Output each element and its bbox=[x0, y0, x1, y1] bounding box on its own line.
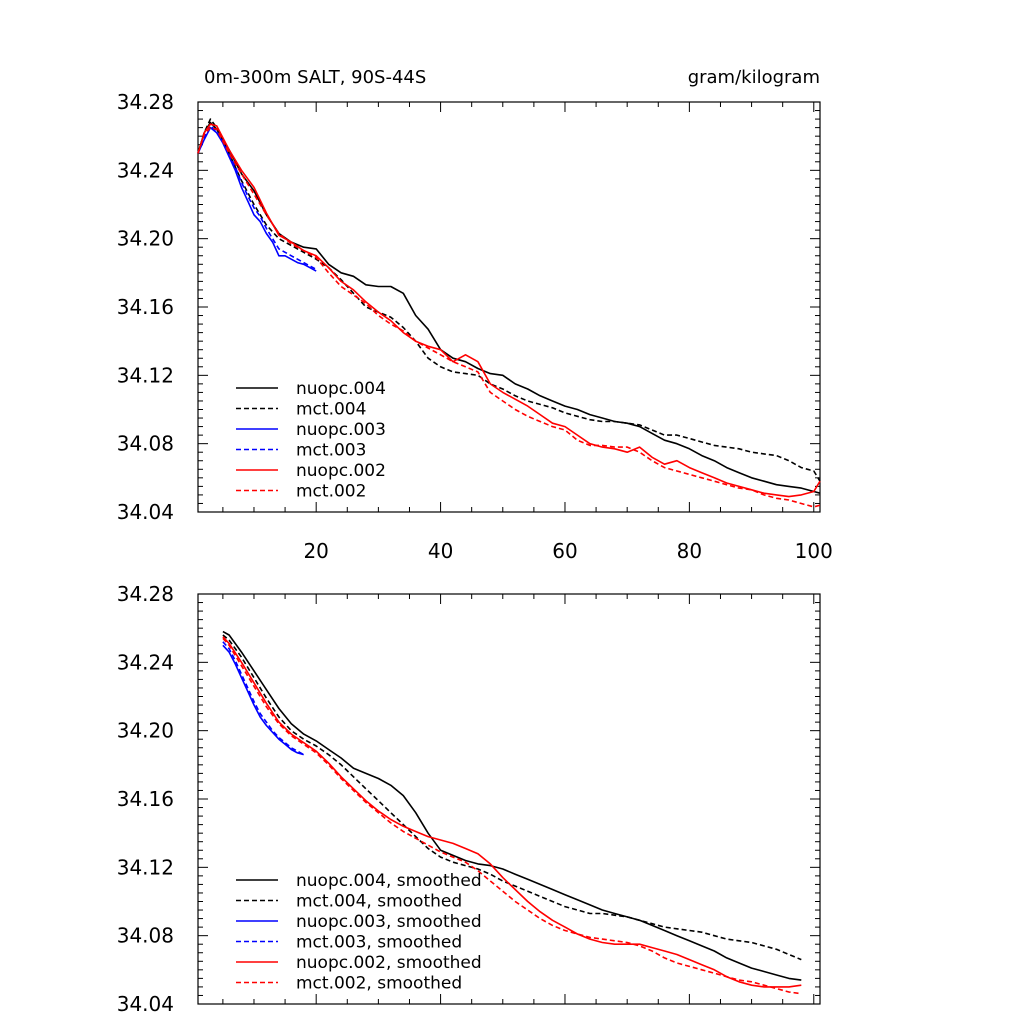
series-line-mct-003-smoothed bbox=[222, 641, 305, 756]
series-line-nuopc-004-smoothed bbox=[222, 630, 802, 981]
series-lines bbox=[222, 630, 802, 995]
y-tick-label: 34.24 bbox=[117, 650, 174, 674]
legend-label: nuopc.002, smoothed bbox=[296, 953, 482, 973]
y-axis-labels: 34.04 34.08 34.12 34.16 34.20 34.24 34.28 bbox=[117, 582, 174, 1016]
series-line-nuopc-003-smoothed bbox=[222, 644, 304, 756]
legend-label: mct.003, smoothed bbox=[296, 933, 462, 953]
legend-label: nuopc.003, smoothed bbox=[296, 912, 482, 932]
legend-label: mct.002, smoothed bbox=[296, 974, 462, 994]
y-tick-label: 34.04 bbox=[117, 992, 174, 1016]
x-axis-labels: 20 40 60 80 100 bbox=[303, 539, 832, 563]
y-tick-label: 34.20 bbox=[117, 719, 174, 743]
x-tick-label: 100 bbox=[795, 539, 833, 563]
units-label: gram/kilogram bbox=[688, 67, 820, 88]
y-tick-label: 34.24 bbox=[117, 158, 174, 182]
series-line-mct-004 bbox=[197, 118, 821, 482]
legend-label: nuopc.004 bbox=[296, 379, 386, 399]
series-line-nuopc-003 bbox=[197, 126, 317, 272]
legend-label: nuopc.003 bbox=[296, 420, 386, 440]
y-tick-label: 34.28 bbox=[117, 90, 174, 114]
y-tick-label: 34.12 bbox=[117, 363, 174, 387]
y-tick-label: 34.12 bbox=[117, 855, 174, 879]
series-line-nuopc-002-smoothed bbox=[222, 636, 802, 988]
x-tick-label: 60 bbox=[552, 539, 577, 563]
x-tick-label: 40 bbox=[428, 539, 453, 563]
series-line-nuopc-002 bbox=[197, 123, 821, 498]
y-tick-label: 34.08 bbox=[117, 924, 174, 948]
legend: nuopc.004mct.004nuopc.003mct.003nuopc.00… bbox=[236, 379, 386, 502]
top-panel: 0m-300m SALT, 90S-44S gram/kilogram 34.0… bbox=[117, 67, 833, 563]
y-tick-label: 34.04 bbox=[117, 500, 174, 524]
chart-title: 0m-300m SALT, 90S-44S bbox=[204, 67, 426, 88]
legend-label: mct.004, smoothed bbox=[296, 892, 462, 912]
x-tick-label: 80 bbox=[677, 539, 702, 563]
y-tick-label: 34.20 bbox=[117, 227, 174, 251]
y-tick-label: 34.08 bbox=[117, 432, 174, 456]
y-tick-label: 34.16 bbox=[117, 787, 174, 811]
plot-frame bbox=[197, 593, 821, 1005]
bottom-panel: 34.04 34.08 34.12 34.16 34.20 34.24 34.28 nuop… bbox=[117, 582, 821, 1016]
legend-label: nuopc.002 bbox=[296, 461, 386, 481]
axis-ticks bbox=[198, 593, 820, 1005]
series-lines bbox=[197, 118, 821, 508]
y-axis-labels: 34.04 34.08 34.12 34.16 34.20 34.24 34.28 bbox=[117, 90, 174, 524]
series-line-nuopc-004 bbox=[197, 121, 821, 494]
legend-label: mct.004 bbox=[296, 400, 366, 420]
plot-frame bbox=[197, 101, 821, 513]
legend-label: nuopc.004, smoothed bbox=[296, 871, 482, 891]
y-tick-label: 34.16 bbox=[117, 295, 174, 319]
y-tick-label: 34.28 bbox=[117, 582, 174, 606]
axis-ticks bbox=[198, 101, 820, 513]
legend-label: mct.002 bbox=[296, 482, 366, 502]
x-tick-label: 20 bbox=[303, 539, 328, 563]
series-line-mct-002 bbox=[197, 126, 821, 508]
series-line-mct-002-smoothed bbox=[222, 637, 802, 995]
series-line-mct-003 bbox=[197, 125, 317, 271]
legend-label: mct.003 bbox=[296, 441, 366, 461]
